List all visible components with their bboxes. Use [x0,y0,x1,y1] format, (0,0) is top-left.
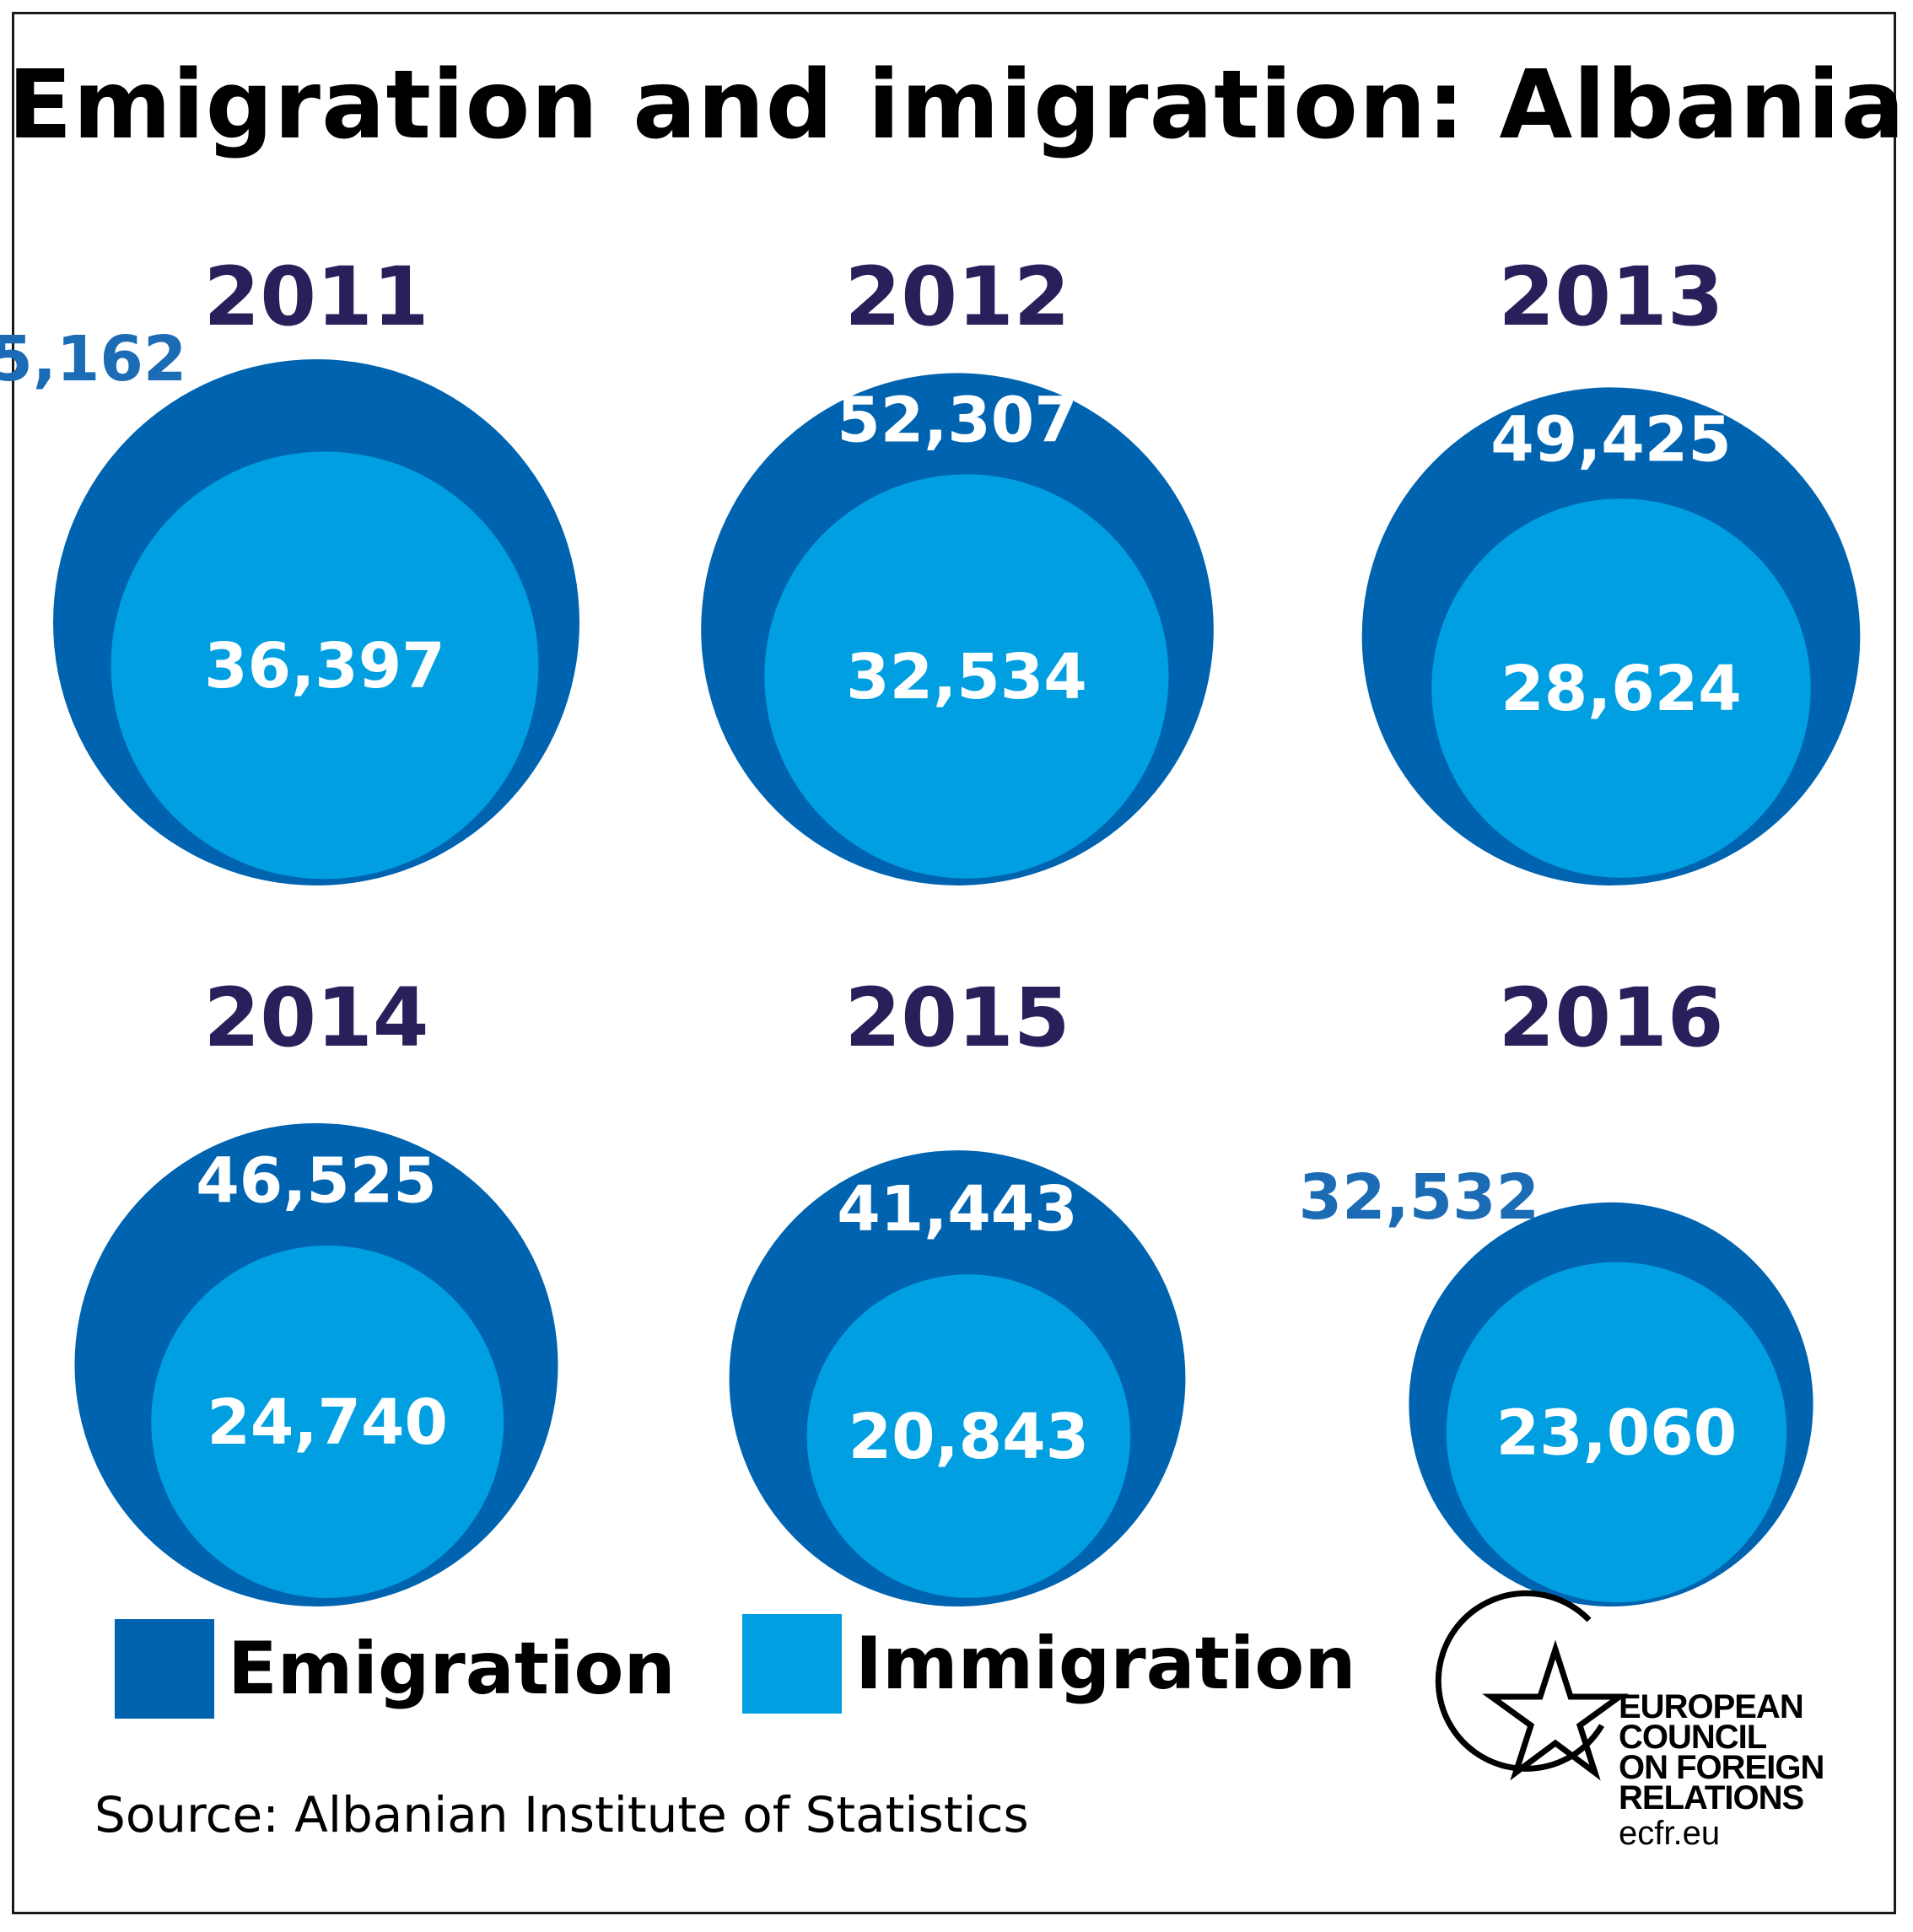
immigration-bubble [110,451,539,880]
immigration-value-label: 24,740 [207,1386,448,1459]
ecfr-logo-text: EUROPEAN COUNCIL ON FOREIGN RELATIONS [1619,1688,1824,1816]
emigration-value-label: 41,443 [837,1173,1078,1246]
year-label: 2013 [1498,250,1723,344]
emigration-value-label: 32,532 [1299,1161,1540,1234]
immigration-value-label: 23,060 [1496,1397,1738,1469]
immigration-bubble [1431,498,1811,878]
emigration-value-label: 46,525 [196,1145,437,1218]
source-note: Source: Albanian Institute of Statistics [94,1786,1029,1843]
legend-swatch-emigration [115,1619,214,1719]
immigration-value-label: 36,397 [204,630,445,702]
immigration-value-label: 32,534 [846,641,1087,713]
year-label: 2016 [1498,971,1723,1065]
ecfr-logo: EUROPEAN COUNCIL ON FOREIGN RELATIONS ec… [1420,1574,1859,1852]
year-label: 2015 [844,971,1070,1065]
immigration-bubble [806,1274,1131,1598]
logo-line: ON FOREIGN [1619,1749,1824,1786]
year-label: 2012 [844,250,1070,344]
ecfr-star-icon [1435,1590,1629,1781]
immigration-bubble [151,1246,504,1598]
year-label: 2014 [203,971,428,1065]
logo-line: COUNCIL [1619,1719,1767,1756]
legend-label-emigration: Emigration [228,1627,676,1711]
immigration-value-label: 28,624 [1501,653,1742,725]
year-label: 2011 [203,250,428,344]
immigration-bubble [1446,1262,1787,1603]
chart-title: Emigration and imigration: Albania [7,51,1906,160]
emigration-value-label: 55,162 [0,323,186,396]
emigration-value-label: 49,425 [1490,403,1732,476]
logo-line: EUROPEAN [1619,1688,1804,1725]
immigration-bubble [764,474,1169,879]
logo-line: RELATIONS [1619,1779,1804,1816]
legend-swatch-immigration [742,1614,842,1714]
emigration-value-label: 52,307 [837,384,1078,456]
immigration-value-label: 20,843 [849,1401,1090,1473]
ecfr-url: ecfr.eu [1619,1815,1721,1852]
legend-label-immigration: Immigration [855,1622,1356,1706]
